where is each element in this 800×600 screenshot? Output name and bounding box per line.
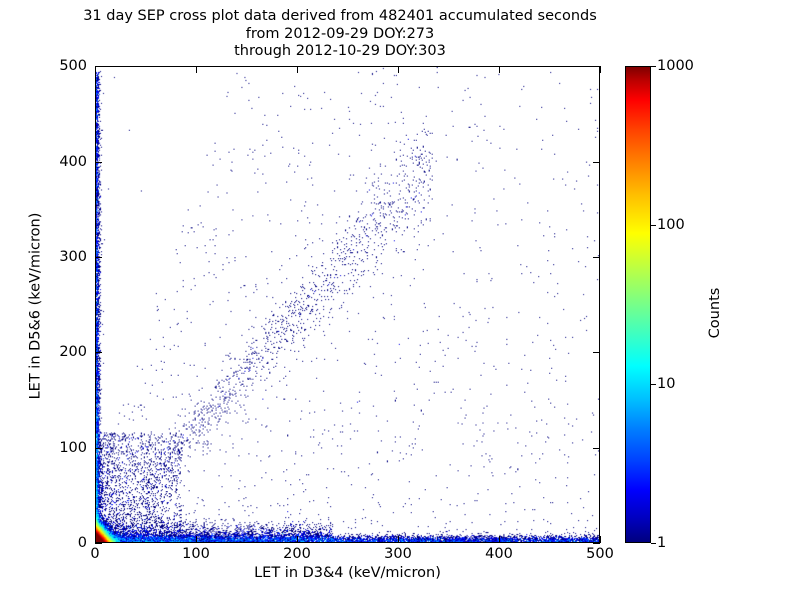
x-tick-100	[196, 536, 197, 543]
y-ticklabel-500: 500	[59, 58, 87, 74]
x-ticklabel-300: 300	[384, 546, 412, 562]
colorbar-label-1000: 1000	[657, 58, 694, 74]
colorbar-label-10: 10	[657, 376, 676, 392]
x-ticklabel-400: 400	[485, 546, 513, 562]
y-tick-100	[95, 448, 102, 449]
figure-title: 31 day SEP cross plot data derived from …	[0, 8, 680, 61]
y-tick-right-0	[593, 543, 600, 544]
y-tick-500	[95, 66, 102, 67]
y-ticklabel-400: 400	[59, 154, 87, 170]
x-tick-400	[499, 536, 500, 543]
x-tick-0	[95, 536, 96, 543]
x-tick-top-100	[196, 66, 197, 73]
y-tick-right-500	[593, 66, 600, 67]
colorbar-label-1: 1	[657, 535, 667, 551]
y-ticklabel-300: 300	[59, 249, 87, 265]
x-tick-top-300	[398, 66, 399, 73]
y-tick-200	[95, 352, 102, 353]
y-axis-label: LET in D5&6 (keV/micron)	[27, 212, 44, 400]
scatter-data-canvas	[96, 67, 599, 542]
y-ticklabel-200: 200	[59, 344, 87, 360]
x-tick-top-200	[297, 66, 298, 73]
x-ticklabel-200: 200	[283, 546, 311, 562]
plot-axes	[95, 66, 600, 543]
x-tick-top-400	[499, 66, 500, 73]
colorbar	[625, 66, 651, 543]
y-tick-right-400	[593, 162, 600, 163]
y-tick-0	[95, 543, 102, 544]
y-tick-300	[95, 257, 102, 258]
y-ticklabel-100: 100	[59, 440, 87, 456]
colorbar-tick-1000	[651, 66, 656, 67]
title-line-2: from 2012-09-29 DOY:273	[245, 25, 435, 42]
title-line-1: 31 day SEP cross plot data derived from …	[83, 8, 597, 24]
colorbar-label-100: 100	[657, 217, 685, 233]
x-tick-300	[398, 536, 399, 543]
y-ticklabel-0: 0	[77, 535, 87, 551]
colorbar-title: Counts	[707, 287, 723, 339]
x-tick-200	[297, 536, 298, 543]
x-ticklabel-0: 0	[90, 546, 100, 562]
y-tick-right-200	[593, 352, 600, 353]
x-ticklabel-500: 500	[586, 546, 614, 562]
colorbar-tick-100	[651, 225, 656, 226]
title-line-3: through 2012-10-29 DOY:303	[234, 43, 446, 59]
x-tick-top-0	[95, 66, 96, 73]
x-tick-top-500	[600, 66, 601, 73]
y-tick-right-300	[593, 257, 600, 258]
colorbar-tick-1	[651, 543, 656, 544]
y-tick-right-100	[593, 448, 600, 449]
x-tick-500	[600, 536, 601, 543]
x-ticklabel-100: 100	[182, 546, 210, 562]
x-axis-label: LET in D3&4 (keV/micron)	[254, 565, 441, 581]
y-tick-400	[95, 162, 102, 163]
colorbar-tick-10	[651, 384, 656, 385]
